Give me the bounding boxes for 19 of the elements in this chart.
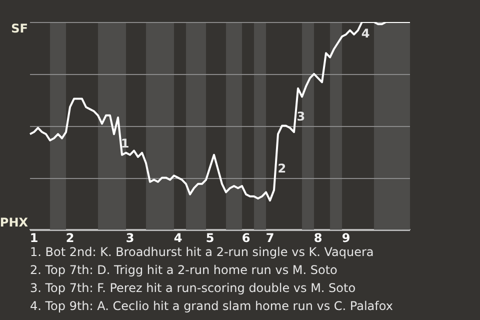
- annotation: 1: [120, 136, 130, 151]
- text: 3. Top 7th: F. Perez hit a run-scoring double vs M. Soto: [30, 280, 357, 297]
- x-tick-label: 2: [66, 230, 74, 245]
- ref-line-label: SF: [11, 22, 28, 36]
- x-tick-label: 9: [342, 230, 350, 245]
- x-tick-label: 4: [174, 230, 182, 245]
- text: 2. Top 7th: D. Trigg hit a 2-run home run vs M. Soto: [30, 262, 338, 279]
- annotation: 2: [278, 162, 286, 176]
- x-tick-label: 1: [30, 230, 38, 245]
- text: 4. Top 9th: A. Ceclio hit a grand slam home run vs C. Palafox: [30, 298, 393, 315]
- x-tick-label: 5: [206, 230, 214, 245]
- x-tick-label: 8: [314, 230, 322, 245]
- annotation: 3: [296, 110, 306, 124]
- annotation: 4: [361, 26, 370, 41]
- ref-line-label: PHX: [0, 216, 29, 230]
- x-tick-label: 3: [126, 230, 134, 245]
- x-tick-label: 7: [266, 230, 274, 245]
- x-tick-label: 6: [242, 230, 250, 245]
- text: 1. Bot 2nd: K. Broadhurst hit a 2-run single vs K. Vaquera: [30, 244, 375, 261]
